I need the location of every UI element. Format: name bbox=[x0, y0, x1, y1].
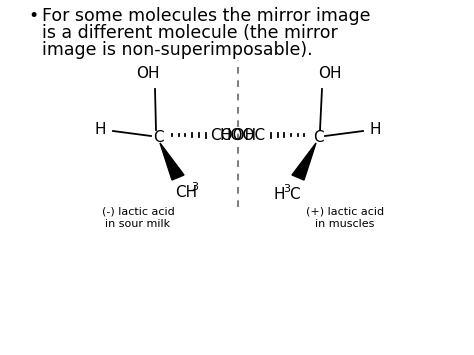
Text: COOH: COOH bbox=[210, 127, 256, 142]
Text: HOOC: HOOC bbox=[220, 127, 266, 142]
Text: image is non-superimposable).: image is non-superimposable). bbox=[42, 41, 313, 59]
Text: OH: OH bbox=[136, 66, 160, 81]
Text: C: C bbox=[153, 130, 164, 144]
Text: H: H bbox=[274, 187, 285, 202]
Text: C: C bbox=[313, 130, 323, 144]
Text: C: C bbox=[289, 187, 300, 202]
Text: (-) lactic acid
in sour milk: (-) lactic acid in sour milk bbox=[101, 207, 174, 229]
Polygon shape bbox=[292, 143, 316, 180]
Text: H: H bbox=[94, 122, 106, 137]
Text: (+) lactic acid
in muscles: (+) lactic acid in muscles bbox=[306, 207, 384, 229]
Text: 3: 3 bbox=[283, 184, 290, 194]
Text: is a different molecule (the mirror: is a different molecule (the mirror bbox=[42, 24, 338, 42]
Text: For some molecules the mirror image: For some molecules the mirror image bbox=[42, 7, 371, 25]
Text: 3: 3 bbox=[191, 182, 198, 192]
Text: •: • bbox=[28, 7, 38, 25]
Text: H: H bbox=[370, 122, 382, 137]
Polygon shape bbox=[160, 143, 184, 180]
Text: CH: CH bbox=[175, 185, 197, 200]
Text: OH: OH bbox=[318, 66, 342, 81]
